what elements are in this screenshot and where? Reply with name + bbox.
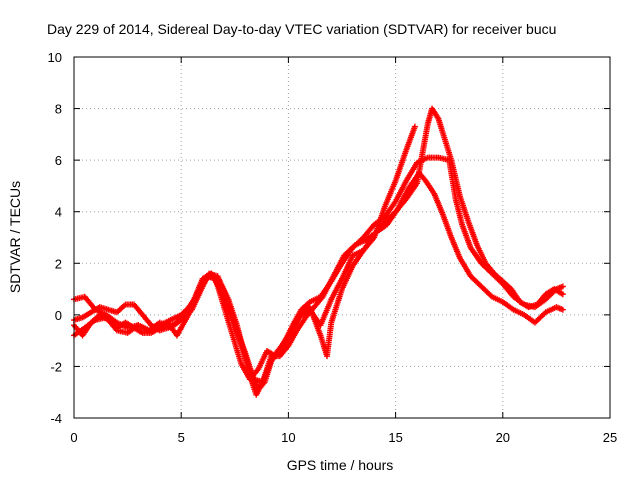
y-tick-labels: -4 -2 0 2 4 6 8 10 <box>48 50 62 426</box>
y-tick-label: 4 <box>55 205 62 220</box>
data-series <box>71 105 566 398</box>
x-tick-label: 0 <box>70 430 77 445</box>
data-point-marker <box>559 283 566 290</box>
x-tick-label: 15 <box>388 430 402 445</box>
y-tick-label: 8 <box>55 102 62 117</box>
y-tick-label: 0 <box>55 308 62 323</box>
data-point-marker <box>559 291 566 298</box>
x-tick-label: 25 <box>603 430 617 445</box>
y-tick-label: -2 <box>50 359 62 374</box>
grid-lines <box>74 57 610 418</box>
chart-title: Day 229 of 2014, Sidereal Day-to-day VTE… <box>47 21 556 37</box>
y-axis-title: SDTVAR / TECUs <box>7 181 23 293</box>
x-axis-title: GPS time / hours <box>287 457 394 473</box>
y-tick-label: -4 <box>50 411 62 426</box>
plot-frame <box>73 56 611 419</box>
series-track-3 <box>71 123 418 385</box>
series-track-2 <box>71 170 566 398</box>
x-tick-label: 10 <box>281 430 295 445</box>
data-point-marker <box>559 306 566 313</box>
y-tick-label: 2 <box>55 256 62 271</box>
y-tick-label: 10 <box>48 50 62 65</box>
y-tick-label: 6 <box>55 153 62 168</box>
data-point-marker <box>411 123 418 130</box>
axis-ticks <box>73 56 611 419</box>
x-tick-label: 20 <box>496 430 510 445</box>
series-track-4 <box>71 105 566 383</box>
x-tick-label: 5 <box>178 430 185 445</box>
x-tick-labels: 0 5 10 15 20 25 <box>70 430 617 445</box>
